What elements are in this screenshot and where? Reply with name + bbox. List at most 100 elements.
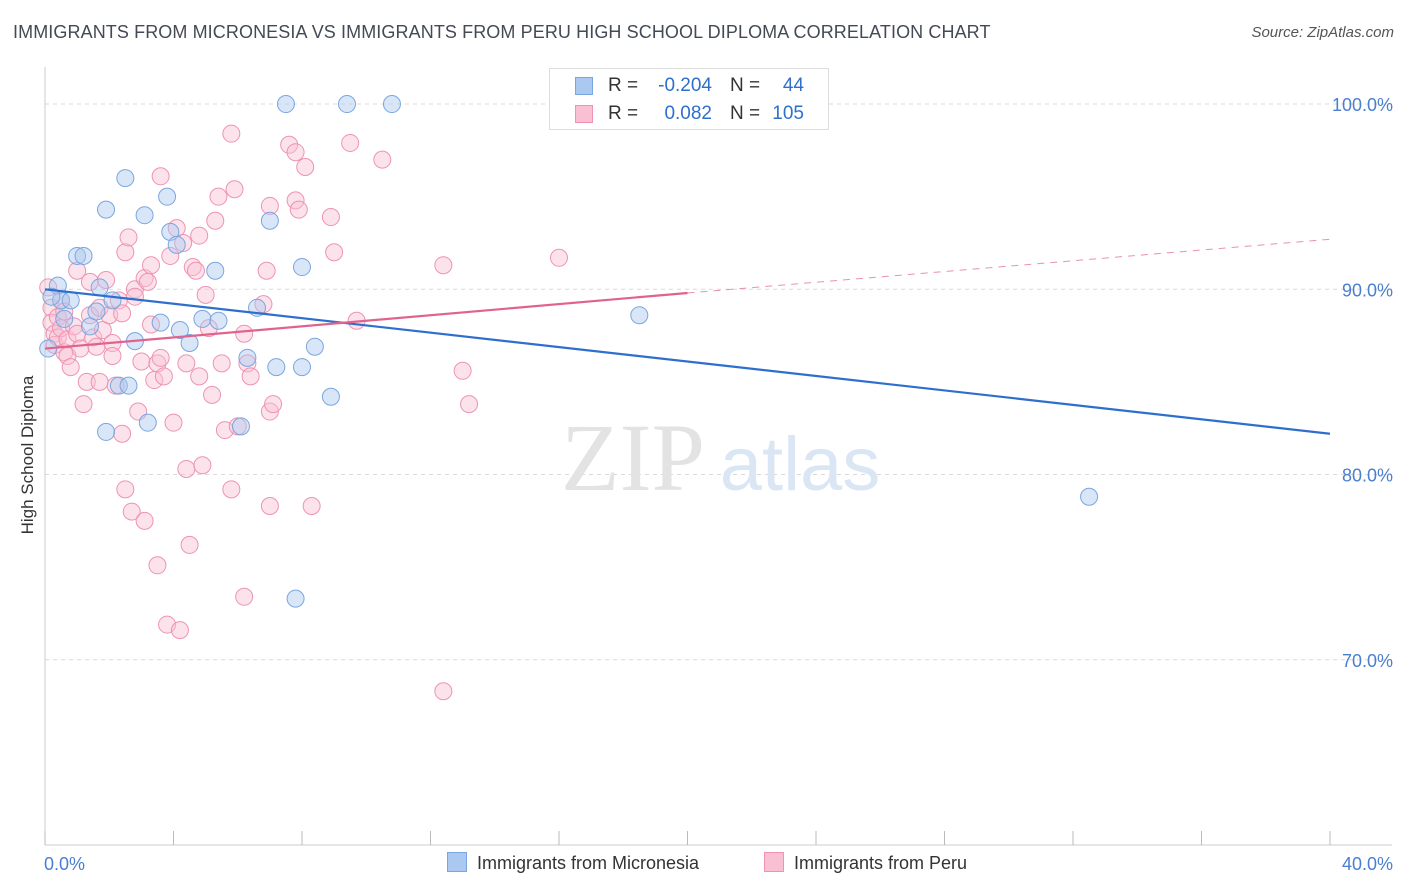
micronesia-point xyxy=(68,246,87,265)
peru-point xyxy=(180,535,199,554)
peru-point xyxy=(241,367,260,386)
micronesia-point xyxy=(231,417,250,436)
peru-point xyxy=(190,226,209,245)
peru-point xyxy=(177,354,196,373)
peru-point xyxy=(302,497,321,516)
peru-point xyxy=(170,621,189,640)
micronesia-point xyxy=(180,334,199,353)
micronesia-point xyxy=(80,317,99,336)
peru-point xyxy=(260,497,279,516)
peru-point xyxy=(296,158,315,177)
peru-point xyxy=(289,200,308,219)
peru-point xyxy=(125,287,144,306)
peru-point xyxy=(154,367,173,386)
y-tick-label: 80.0% xyxy=(1342,466,1393,486)
micronesia-point xyxy=(382,95,401,114)
peru-point xyxy=(434,256,453,275)
peru-point xyxy=(260,196,279,215)
micronesia-trend-line xyxy=(44,288,1331,435)
r-label: R = xyxy=(608,103,639,124)
micronesia-point xyxy=(158,187,177,206)
micronesia-point xyxy=(293,358,311,377)
peru-point xyxy=(77,372,96,391)
micronesia-point xyxy=(90,278,109,297)
micronesia-point xyxy=(1080,487,1099,506)
micronesia-point xyxy=(103,291,122,310)
peru-swatch xyxy=(575,105,593,123)
micronesia-point xyxy=(276,95,295,114)
x-tick-label: 0.0% xyxy=(44,854,85,874)
micronesia-point xyxy=(293,258,311,277)
peru-point xyxy=(212,354,231,373)
peru-point xyxy=(122,502,141,521)
chart-legend: Immigrants from Micronesia Immigrants fr… xyxy=(0,852,1406,878)
peru-point xyxy=(148,556,167,575)
peru-point xyxy=(164,413,183,432)
peru-point xyxy=(325,243,344,262)
source-label: Source: ZipAtlas.com xyxy=(1251,24,1394,41)
peru-point xyxy=(113,304,132,323)
peru-point xyxy=(280,135,299,154)
micronesia-point xyxy=(630,306,649,325)
micronesia-point xyxy=(87,302,106,321)
peru-point xyxy=(196,285,215,304)
n-value: 105 xyxy=(772,103,804,124)
peru-point xyxy=(434,682,453,701)
micronesia-point xyxy=(267,358,286,377)
y-tick-label: 100.0% xyxy=(1332,95,1393,115)
micronesia-swatch xyxy=(575,77,593,95)
peru-point xyxy=(119,228,138,247)
micronesia-point xyxy=(337,95,356,114)
peru-point xyxy=(286,143,305,162)
peru-point xyxy=(161,246,180,265)
peru-point xyxy=(193,456,212,475)
peru-point xyxy=(199,319,218,338)
micronesia-point xyxy=(109,376,128,395)
peru-point xyxy=(113,424,132,443)
peru-point xyxy=(132,352,151,371)
tick-labels: 100.0% 90.0% 80.0% 70.0% 0.0% 40.0% xyxy=(44,95,1393,874)
micronesia-point xyxy=(135,206,154,225)
peru-point xyxy=(203,385,222,404)
r-value: -0.204 xyxy=(658,75,712,96)
peru-point xyxy=(186,261,205,280)
peru-point xyxy=(151,167,170,186)
chart-title: IMMIGRANTS FROM MICRONESIA VS IMMIGRANTS… xyxy=(13,22,991,42)
x-tick-label: 40.0% xyxy=(1342,854,1393,874)
r-label: R = xyxy=(608,75,639,96)
micronesia-point xyxy=(193,309,212,328)
micronesia-point xyxy=(119,376,138,395)
micronesia-point xyxy=(61,291,80,310)
peru-point xyxy=(151,348,170,367)
micronesia-point xyxy=(97,422,116,441)
micronesia-point xyxy=(305,337,324,356)
peru-point xyxy=(225,180,244,199)
peru-point xyxy=(321,208,340,227)
peru-point xyxy=(138,272,157,291)
micronesia-point xyxy=(151,313,170,332)
peru-point xyxy=(235,587,254,606)
r-value: 0.082 xyxy=(664,103,712,124)
stats-row-peru: R = 0.082 N = 105 xyxy=(550,99,828,129)
micronesia-point xyxy=(206,261,225,280)
peru-point xyxy=(135,511,154,530)
peru-point xyxy=(74,395,93,414)
peru-point xyxy=(103,346,122,365)
n-label: N = xyxy=(730,103,761,124)
stats-row-micronesia: R = -0.204 N = 44 xyxy=(550,71,828,101)
micronesia-point xyxy=(138,413,157,432)
micronesia-point xyxy=(286,589,305,608)
legend-item-peru[interactable]: Immigrants from Peru xyxy=(764,852,967,874)
legend-item-micronesia[interactable]: Immigrants from Micronesia xyxy=(447,852,699,874)
peru-trend-line xyxy=(687,238,1331,294)
n-label: N = xyxy=(730,75,761,96)
peru-trend-line xyxy=(44,291,688,350)
peru-point xyxy=(61,358,80,377)
series-micronesia-points xyxy=(39,95,1099,608)
legend-label-peru: Immigrants from Peru xyxy=(794,853,968,873)
micronesia-point xyxy=(55,309,74,328)
peru-point xyxy=(80,272,99,291)
series-peru-points xyxy=(39,124,568,701)
trend-lines xyxy=(44,238,1331,435)
